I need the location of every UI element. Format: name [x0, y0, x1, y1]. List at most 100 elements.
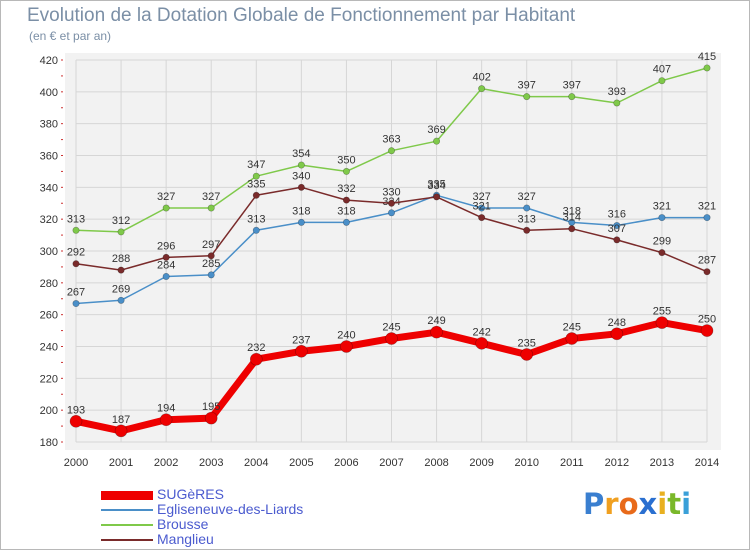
data-label-sug-res: 255 — [653, 306, 671, 318]
data-point-brousse — [297, 161, 305, 169]
y-minor-tick — [61, 202, 63, 204]
data-label-manglieu: 321 — [472, 201, 490, 213]
data-point-brousse — [658, 77, 666, 85]
data-point-manglieu — [72, 260, 80, 268]
data-point-sug-res — [159, 413, 173, 427]
y-minor-tick — [61, 298, 63, 300]
data-label-brousse: 312 — [112, 215, 130, 227]
data-point-sug-res — [114, 424, 128, 438]
x-tick-label: 2010 — [514, 457, 538, 469]
data-point-egliseneuve-des-liards — [252, 226, 260, 234]
data-label-brousse: 363 — [382, 134, 400, 146]
data-label-egliseneuve-des-liards: 321 — [698, 201, 716, 213]
data-point-manglieu — [207, 252, 215, 260]
data-point-sug-res — [610, 327, 624, 341]
data-label-egliseneuve-des-liards: 321 — [653, 201, 671, 213]
x-tick-label: 2009 — [469, 457, 493, 469]
data-point-brousse — [433, 137, 441, 145]
data-point-brousse — [478, 85, 486, 93]
logo-letter: x — [638, 487, 658, 521]
data-point-manglieu — [297, 183, 305, 191]
data-label-brousse: 347 — [247, 159, 265, 171]
data-label-brousse: 415 — [698, 51, 716, 63]
data-point-egliseneuve-des-liards — [703, 214, 711, 222]
data-label-sug-res: 193 — [67, 404, 85, 416]
data-label-egliseneuve-des-liards: 284 — [157, 259, 175, 271]
data-point-brousse — [387, 147, 395, 155]
data-point-manglieu — [252, 191, 260, 199]
logo-letter: i — [681, 487, 692, 521]
data-label-egliseneuve-des-liards: 285 — [202, 258, 220, 270]
data-point-sug-res — [69, 415, 83, 428]
data-point-egliseneuve-des-liards — [387, 209, 395, 217]
x-tick-label: 2006 — [334, 457, 358, 469]
data-label-egliseneuve-des-liards: 313 — [247, 213, 265, 225]
proxiti-logo: Proxiti — [583, 487, 691, 521]
y-minor-tick — [61, 425, 63, 427]
logo-letter: r — [604, 487, 619, 521]
data-label-manglieu: 292 — [67, 247, 85, 259]
data-label-manglieu: 288 — [112, 253, 130, 265]
x-tick-label: 2013 — [650, 457, 674, 469]
y-minor-tick — [61, 123, 63, 125]
x-tick-label: 2007 — [379, 457, 403, 469]
data-point-manglieu — [568, 225, 576, 233]
data-point-egliseneuve-des-liards — [523, 204, 531, 212]
legend-item-sugeres: SUGèRES — [101, 486, 361, 502]
data-point-manglieu — [433, 193, 441, 201]
x-tick-label: 2003 — [199, 457, 223, 469]
data-label-manglieu: 335 — [247, 178, 265, 190]
y-minor-tick — [61, 250, 63, 252]
data-label-sug-res: 249 — [427, 315, 445, 327]
x-tick-label: 2000 — [64, 457, 88, 469]
y-tick-label: 220 — [40, 373, 58, 385]
y-minor-tick — [61, 91, 63, 93]
legend-item-brousse: Brousse — [101, 516, 361, 532]
data-point-brousse — [207, 204, 215, 212]
y-tick-label: 240 — [40, 342, 58, 354]
data-label-manglieu: 299 — [653, 236, 671, 248]
data-label-sug-res: 194 — [157, 403, 175, 415]
y-tick-label: 180 — [40, 437, 58, 449]
x-tick-label: 2004 — [244, 457, 268, 469]
data-point-brousse — [523, 93, 531, 101]
data-point-brousse — [252, 172, 260, 180]
data-point-egliseneuve-des-liards — [117, 296, 125, 304]
y-tick-label: 320 — [40, 214, 58, 226]
x-tick-label: 2001 — [109, 457, 133, 469]
data-label-manglieu: 332 — [337, 183, 355, 195]
y-tick-label: 400 — [40, 87, 58, 99]
data-point-brousse — [568, 93, 576, 101]
legend-swatch-brousse — [101, 524, 153, 526]
data-label-manglieu: 334 — [427, 180, 445, 192]
data-point-sug-res — [340, 340, 353, 353]
legend-swatch-sugeres — [101, 491, 153, 500]
legend-label-manglieu: Manglieu — [157, 531, 214, 547]
data-label-brousse: 407 — [653, 64, 671, 76]
data-label-brousse: 327 — [157, 191, 175, 203]
y-tick-label: 260 — [40, 310, 58, 322]
legend-item-egliseneuve: Egliseneuve-des-Liards — [101, 501, 361, 517]
data-point-sug-res — [655, 316, 669, 329]
y-minor-tick — [61, 393, 63, 395]
data-point-manglieu — [342, 196, 350, 204]
logo-letter: o — [618, 487, 639, 521]
data-label-sug-res: 232 — [247, 342, 265, 354]
data-label-egliseneuve-des-liards: 267 — [67, 287, 85, 299]
data-point-sug-res — [385, 332, 398, 345]
data-point-manglieu — [162, 253, 170, 261]
chart-subtitle: (en € et par an) — [29, 29, 112, 43]
data-label-sug-res: 187 — [112, 414, 130, 426]
data-label-sug-res: 242 — [472, 326, 490, 338]
y-minor-tick — [61, 330, 63, 332]
data-point-sug-res — [295, 344, 308, 358]
x-tick-label: 2008 — [424, 457, 448, 469]
data-label-manglieu: 330 — [382, 186, 400, 198]
y-minor-tick — [61, 170, 63, 172]
data-label-sug-res: 237 — [292, 334, 310, 346]
data-point-egliseneuve-des-liards — [162, 272, 170, 280]
data-point-sug-res — [249, 352, 263, 366]
y-minor-tick — [61, 139, 63, 141]
y-minor-tick — [61, 282, 63, 284]
y-minor-tick — [61, 409, 63, 411]
